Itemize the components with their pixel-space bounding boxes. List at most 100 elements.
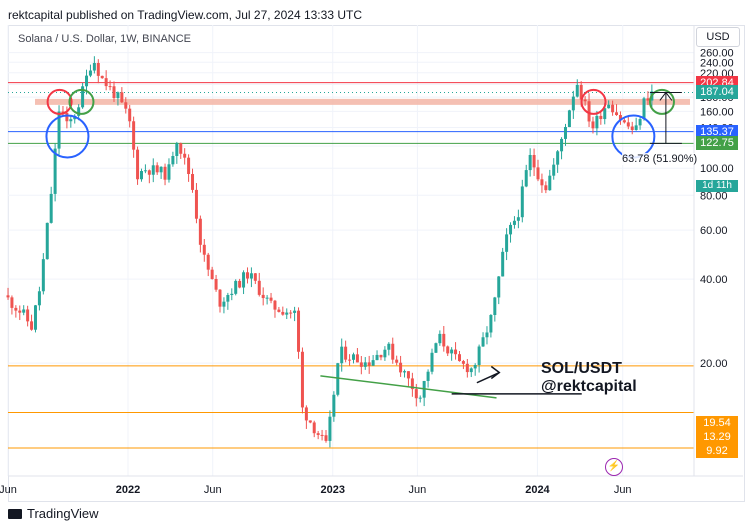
candle-body: [438, 333, 442, 344]
candle-body: [622, 120, 626, 123]
candle-body: [308, 420, 312, 423]
candle-body: [26, 309, 30, 322]
y-tick-label: 240.00: [700, 57, 734, 69]
candle-body: [261, 294, 265, 299]
candle-body: [45, 222, 49, 260]
candle-body: [532, 154, 536, 168]
highlight-circle: [68, 88, 95, 115]
footer-brand[interactable]: TradingView: [8, 506, 99, 521]
candle-body: [336, 363, 340, 395]
candle-body: [230, 293, 234, 295]
highlight-circle: [648, 88, 675, 115]
candle-body: [120, 92, 124, 103]
candle-body: [226, 294, 230, 302]
candle-body: [344, 346, 348, 360]
candle-body: [618, 115, 622, 121]
candle-body: [403, 371, 407, 373]
candle-body: [454, 349, 458, 355]
candle-body: [30, 321, 34, 330]
candle-body: [88, 70, 92, 76]
candle-body: [234, 280, 238, 294]
measure-arrowhead: [659, 91, 673, 101]
candle-body: [473, 364, 477, 369]
candle-body: [497, 276, 501, 298]
candle-body: [457, 354, 461, 362]
candle-body: [41, 259, 45, 292]
y-tick-label: 60.00: [700, 225, 728, 237]
candle-body: [183, 153, 187, 158]
candle-body: [634, 125, 638, 130]
candle-body: [355, 354, 359, 363]
candle-body: [194, 189, 198, 219]
candle-body: [108, 86, 112, 88]
candle-body: [615, 112, 619, 116]
candle-body: [363, 362, 367, 367]
x-tick-label: 2024: [525, 484, 550, 496]
candle-body: [139, 171, 143, 180]
candle-body: [324, 435, 328, 441]
lightning-icon[interactable]: ⚡: [605, 458, 623, 476]
candle-body: [285, 312, 289, 315]
price-tag-blue: 135.37: [696, 124, 738, 139]
candle-body: [179, 143, 183, 154]
candle-body: [434, 343, 438, 353]
candle-body: [136, 149, 140, 180]
candle-body: [332, 394, 336, 417]
candle-body: [485, 332, 489, 338]
candle-body: [69, 119, 73, 122]
symbol-title[interactable]: Solana / U.S. Dollar, 1W, BINANCE: [16, 32, 194, 46]
candle-body: [512, 220, 516, 225]
candle-body: [642, 98, 646, 120]
candle-body: [77, 107, 81, 116]
bar-countdown: 1d 11h: [696, 180, 738, 192]
drawing-overlays: [45, 88, 682, 399]
candle-body: [548, 175, 552, 191]
candle-body: [238, 280, 242, 288]
breakout-arrow: [476, 371, 500, 384]
candle-body: [595, 115, 599, 129]
y-tick-label: 80.00: [700, 190, 728, 202]
candle-body: [426, 371, 430, 381]
candle-body: [269, 297, 273, 301]
candle-body: [92, 63, 96, 71]
candle-body: [245, 272, 249, 279]
candle-body: [391, 343, 395, 360]
candle-body: [367, 362, 371, 366]
candle-body: [489, 315, 493, 333]
highlight-circle: [46, 88, 73, 115]
candle-body: [112, 86, 116, 99]
candlestick-series: [6, 56, 654, 448]
horizontal-levels: [8, 82, 694, 449]
candle-body: [132, 121, 136, 150]
candle-body: [340, 346, 344, 364]
price-tag-green: 122.75: [696, 136, 738, 151]
candle-body: [96, 63, 100, 76]
candle-body: [371, 360, 375, 366]
arrow-head: [490, 365, 501, 380]
currency-button[interactable]: USD: [696, 27, 740, 47]
candle-body: [10, 297, 14, 308]
candle-body: [509, 224, 513, 235]
x-tick-label: Jun: [204, 484, 222, 496]
candle-body: [461, 361, 465, 364]
candle-body: [104, 78, 108, 87]
candle-body: [175, 143, 179, 156]
candle-body: [85, 75, 89, 87]
candle-body: [214, 278, 218, 290]
candle-body: [155, 165, 159, 173]
candle-body: [603, 108, 607, 120]
candle-body: [6, 295, 10, 298]
candle-body: [536, 167, 540, 180]
y-tick-label: 20.00: [700, 358, 728, 370]
candle-body: [591, 121, 595, 129]
candle-body: [171, 155, 175, 165]
candle-body: [297, 310, 301, 352]
candle-body: [575, 84, 579, 97]
brand-name: TradingView: [27, 506, 99, 521]
candle-body: [198, 218, 202, 245]
candle-body: [375, 354, 379, 361]
candle-body: [300, 351, 304, 408]
candle-body: [116, 92, 120, 99]
price-tag-support1: 19.54: [696, 416, 738, 430]
